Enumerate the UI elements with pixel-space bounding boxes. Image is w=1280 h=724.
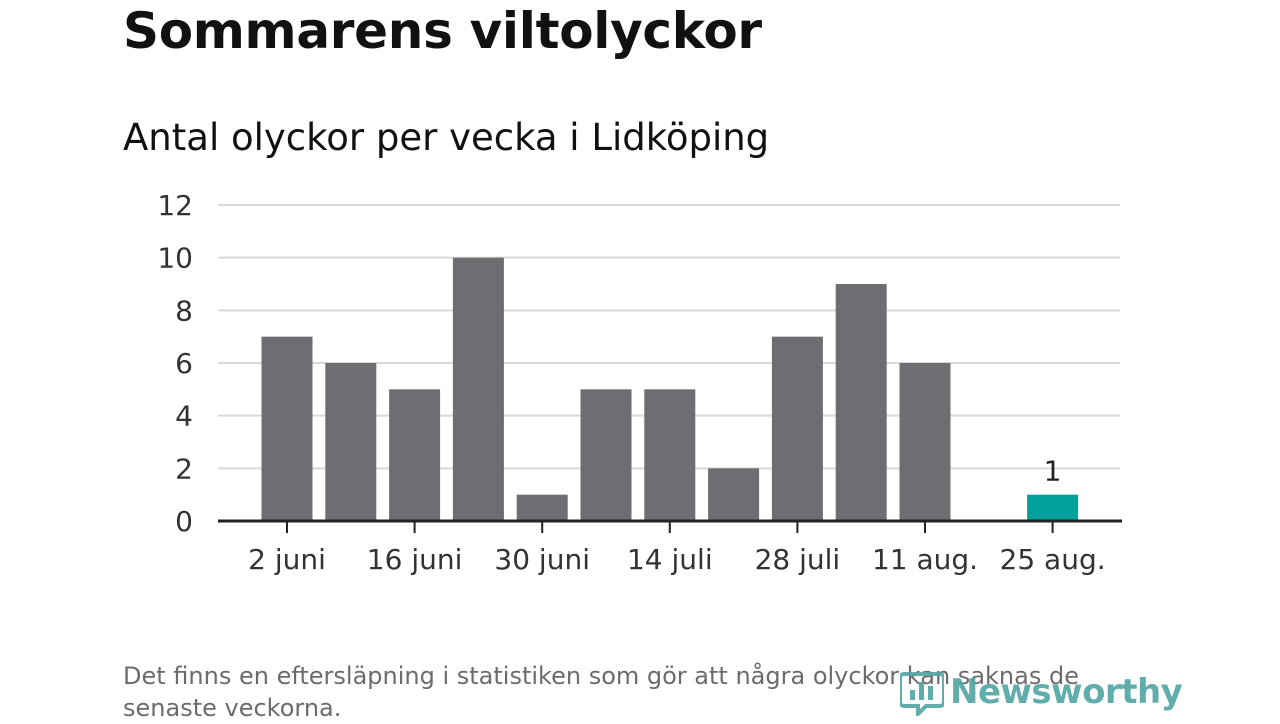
data-label: 1 [1044,455,1062,488]
x-tick-label: 28 juli [755,543,841,576]
x-tick-label: 2 juni [248,543,326,576]
x-tick-label: 16 juni [367,543,463,576]
bar-chart: 0 2 4 6 8 10 12 1 2 juni 16 juni 30 juni 14 juli 28 … [157,189,1122,576]
x-tick-label: 11 aug. [872,543,978,576]
bar [644,389,696,521]
bar [325,363,377,521]
bar [389,389,441,521]
y-tick-label: 10 [157,242,193,275]
bar [580,389,632,521]
brand-logo: Newsworthy [900,668,1183,716]
bar [899,363,951,521]
chart-title: Sommarens viltolyckor [123,2,762,60]
chart-subtitle: Antal olyckor per vecka i Lidköping [123,116,770,159]
bar [835,284,887,521]
bar [708,468,760,521]
bar [452,257,504,521]
bar [261,336,313,521]
x-tick-label: 25 aug. [1000,543,1106,576]
x-tick-label: 30 juni [494,543,590,576]
y-tick-label: 12 [157,189,193,222]
bar [771,336,823,521]
y-tick-label: 0 [175,505,193,538]
y-tick-label: 2 [175,452,193,485]
bar [516,494,568,521]
bar-chart-logo-icon [900,672,944,716]
y-tick-label: 4 [175,400,193,433]
y-tick-label: 8 [175,294,193,327]
brand-name: Newsworthy [950,672,1183,712]
x-tick-label: 14 juli [627,543,713,576]
bar [1027,494,1079,521]
y-tick-label: 6 [175,347,193,380]
